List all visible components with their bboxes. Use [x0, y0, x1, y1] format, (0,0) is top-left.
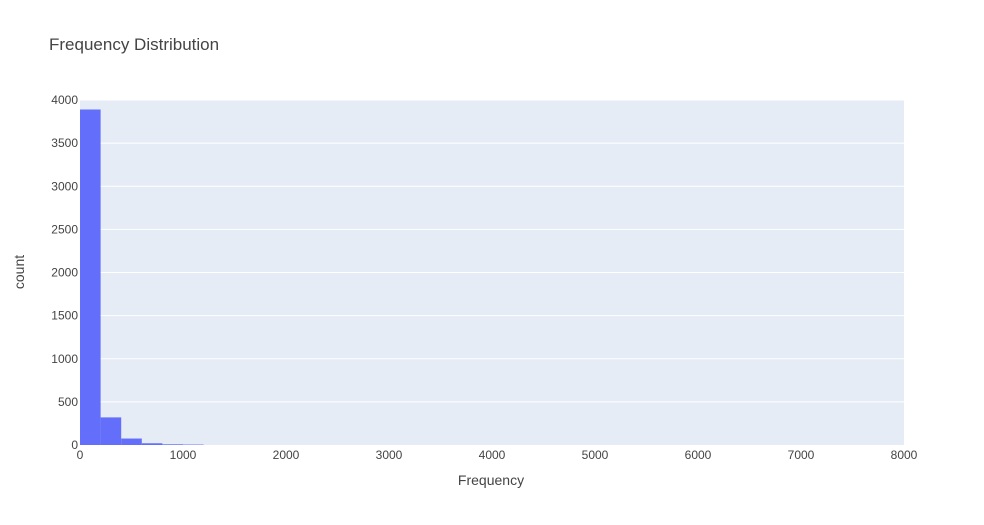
bars — [80, 109, 204, 446]
histogram-bar — [162, 444, 183, 445]
histogram-bar — [141, 443, 163, 445]
histogram-bar — [80, 109, 101, 446]
x-axis-ticks: 0 1000 2000 3000 4000 5000 6000 7000 8000 — [77, 448, 918, 462]
x-tick-label: 8000 — [891, 448, 918, 462]
x-axis-title: Frequency — [458, 472, 524, 488]
y-tick-label: 2500 — [51, 222, 78, 236]
y-axis-ticks: 0 500 1000 1500 2000 2500 3000 3500 4000 — [51, 93, 78, 452]
x-tick-label: 5000 — [582, 448, 609, 462]
y-tick-label: 1500 — [51, 309, 78, 323]
histogram-bar — [100, 417, 122, 445]
chart-title: Frequency Distribution — [49, 35, 219, 54]
y-tick-label: 500 — [58, 395, 78, 409]
y-tick-label: 1000 — [51, 352, 78, 366]
x-tick-label: 6000 — [685, 448, 712, 462]
x-tick-label: 0 — [77, 448, 84, 462]
histogram-bar — [121, 438, 142, 445]
x-tick-label: 1000 — [170, 448, 197, 462]
y-tick-label: 0 — [71, 438, 78, 452]
y-tick-label: 2000 — [51, 266, 78, 280]
y-tick-label: 3000 — [51, 179, 78, 193]
y-tick-label: 4000 — [51, 93, 78, 107]
x-tick-label: 7000 — [788, 448, 815, 462]
x-tick-label: 3000 — [376, 448, 403, 462]
x-tick-label: 4000 — [479, 448, 506, 462]
x-tick-label: 2000 — [273, 448, 300, 462]
y-tick-label: 3500 — [51, 136, 78, 150]
y-axis-title: count — [11, 255, 27, 289]
gridlines — [80, 99, 904, 403]
